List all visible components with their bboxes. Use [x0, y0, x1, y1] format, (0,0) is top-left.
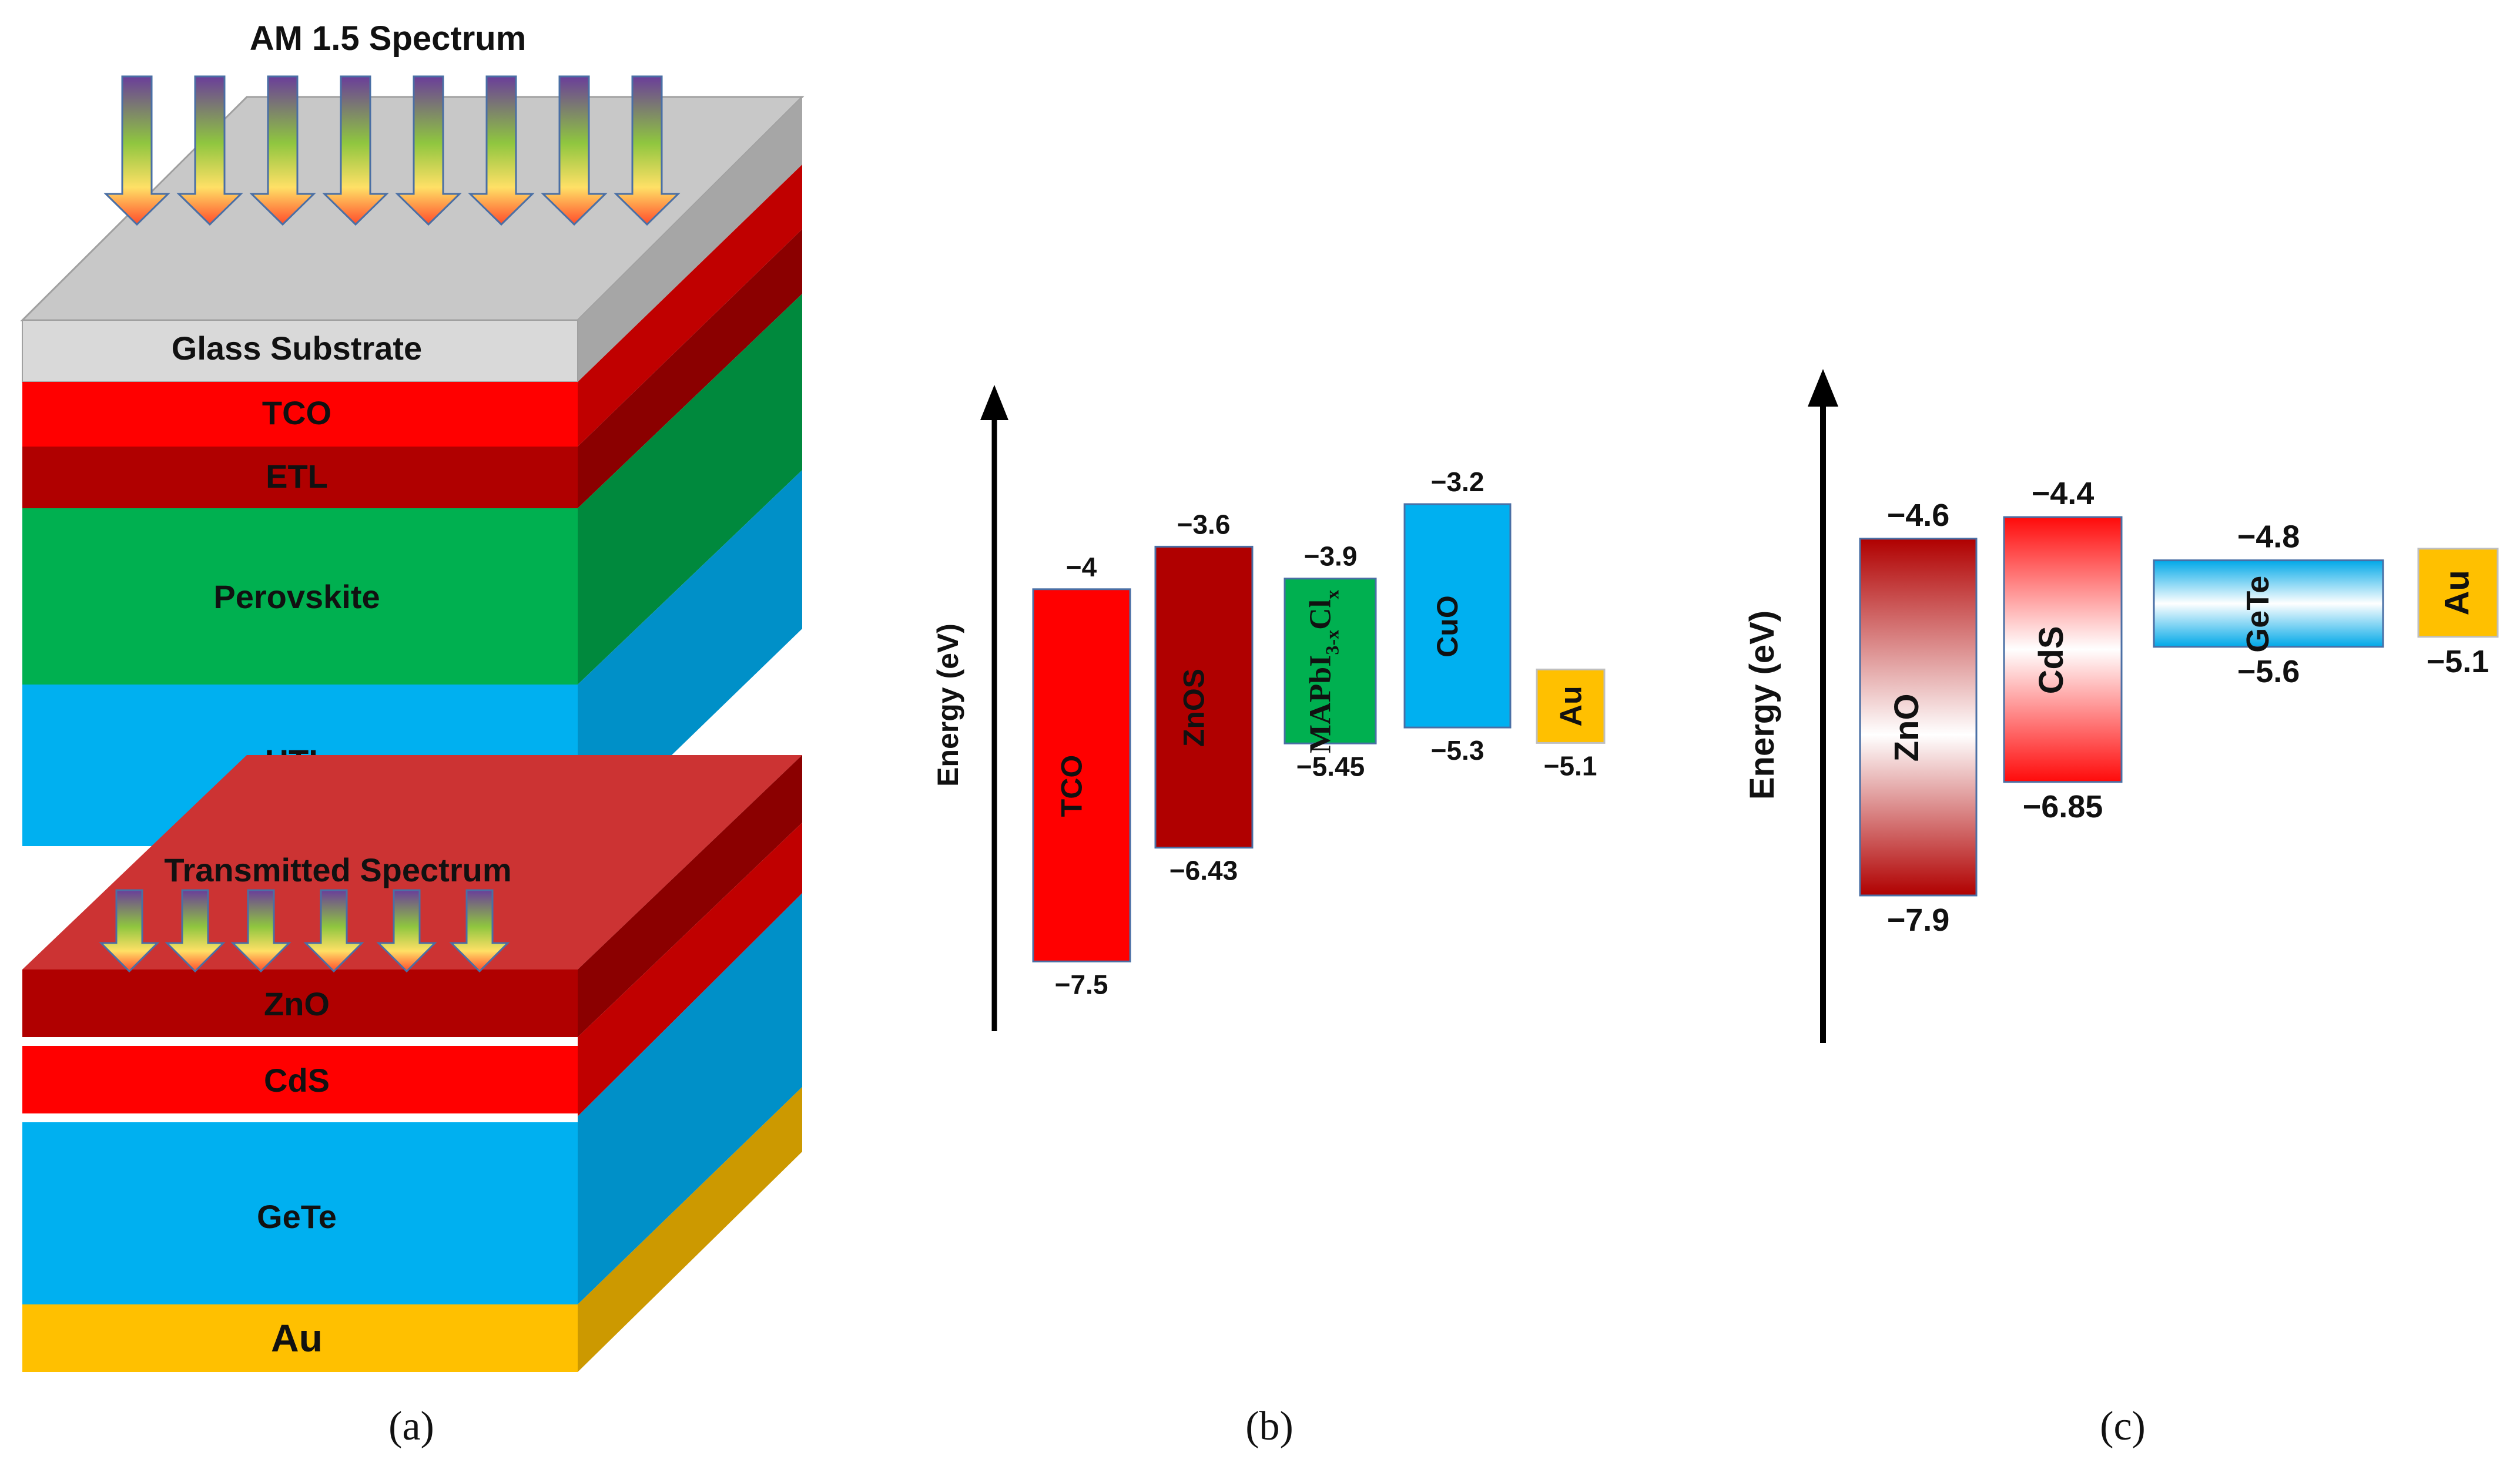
band-name-znos: ZnOS [1178, 669, 1211, 747]
band-top-label-zno: −4.6 [1887, 498, 1950, 533]
band-au [2417, 548, 2499, 638]
band-top-label-znos: −3.6 [1177, 509, 1231, 539]
perovskite-front-face [22, 508, 578, 685]
light-arrow [468, 75, 535, 226]
caption-c: (c) [2100, 1404, 2146, 1449]
light-arrow [322, 75, 389, 226]
band-level-label-au: −5.1 [2427, 644, 2489, 679]
band-top-label-perovskite: −3.9 [1304, 541, 1358, 572]
light-arrow [376, 889, 437, 973]
band-zno [1859, 538, 1978, 897]
layer-label-etl: ETL [266, 458, 328, 495]
band-znos [1154, 545, 1254, 849]
am15-label: AM 1.5 Spectrum [250, 19, 527, 58]
glass-side-face [578, 97, 802, 382]
glass-front-face [22, 320, 578, 383]
energy-axis-arrowhead [1808, 369, 1838, 407]
tco-front-face [22, 382, 578, 447]
band-bottom-label-perovskite: −5.45 [1296, 751, 1365, 781]
energy-axis-arrowhead [980, 385, 1008, 420]
light-arrow [176, 75, 243, 226]
panel-a: Glass Substrate TCO ETL Perovskite HTL Z… [20, 19, 805, 1449]
band-bottom-label-cds: −6.85 [2023, 789, 2103, 824]
caption-b: (b) [1245, 1404, 1293, 1449]
band-cuo [1403, 503, 1512, 729]
etl-side-face [578, 229, 802, 508]
band-gete [2153, 559, 2384, 648]
zno-front-face [22, 969, 578, 1037]
zno-side-face [578, 755, 802, 1037]
band-perovskite [1284, 578, 1377, 744]
band-au [1536, 668, 1606, 744]
zno-top-face [22, 755, 802, 969]
light-arrow [99, 889, 160, 973]
light-arrow [303, 889, 364, 973]
light-arrow [614, 75, 681, 226]
band-bottom-label-znos: −6.43 [1169, 856, 1238, 886]
au-front-face [22, 1304, 578, 1372]
light-arrow [449, 889, 510, 973]
light-arrow [165, 889, 226, 973]
light-arrow [230, 889, 291, 973]
transmitted-label: Transmitted Spectrum [164, 851, 511, 888]
cds-front-face [22, 1046, 578, 1113]
light-arrow [541, 75, 608, 226]
band-tco [1032, 588, 1131, 962]
htl-side-face [578, 470, 802, 846]
light-arrow [395, 75, 462, 226]
band-name-tco: TCO [1055, 755, 1088, 817]
band-bottom-label-zno: −7.9 [1887, 903, 1950, 938]
energy-axis-label-b: Energy (eV) [931, 623, 964, 787]
band-name-cuo: CuO [1431, 595, 1464, 657]
panel-c: Energy (eV) −4.6 −7.9 ZnO −4.4 −6.85 CdS… [1743, 369, 2499, 1449]
band-name-zno: ZnO [1888, 693, 1926, 761]
layer-label-cds: CdS [264, 1062, 330, 1099]
etl-front-face [22, 447, 578, 508]
layer-label-perovskite: Perovskite [213, 578, 380, 615]
energy-axis-label-c: Energy (eV) [1743, 610, 1781, 800]
band-name-au: Au [1554, 686, 1589, 726]
band-cds [2003, 516, 2123, 783]
band-top-label-cuo: −3.2 [1431, 467, 1484, 497]
tco-side-face [578, 165, 802, 447]
band-level-label-au: −5.1 [1544, 750, 1597, 781]
band-bottom-label-cuo: −5.3 [1431, 735, 1484, 766]
transmitted-arrows [99, 889, 510, 973]
band-bottom-label-tco: −7.5 [1055, 969, 1108, 999]
perovskite-side-face [578, 294, 802, 685]
gete-front-face [22, 1122, 578, 1304]
band-top-label-gete: −4.8 [2237, 519, 2300, 555]
band-bottom-label-gete: −5.6 [2237, 654, 2300, 689]
layer-label-tco: TCO [262, 394, 331, 431]
band-top-label-tco: −4 [1066, 552, 1097, 582]
caption-a: (a) [388, 1404, 434, 1449]
band-top-label-cds: −4.4 [2032, 476, 2095, 511]
layer-label-zno: ZnO [264, 985, 330, 1022]
au-side-face [578, 1087, 802, 1372]
layer-label-au: Au [271, 1316, 323, 1360]
gete-side-face [578, 893, 802, 1304]
band-name-au: Au [2438, 570, 2477, 615]
light-arrow [249, 75, 316, 226]
layer-label-gete: GeTe [257, 1198, 337, 1235]
layer-label-glass: Glass Substrate [172, 330, 422, 367]
incident-arrows [103, 75, 681, 226]
band-name-perovskite: MAPbI3-xClx [1304, 590, 1343, 753]
light-arrow [103, 75, 170, 226]
panel-b: Energy (eV) −4 −7.5 TCO −3.6 −6.43 ZnOS … [931, 385, 1606, 1449]
band-name-gete: GeTe [2240, 576, 2276, 653]
band-name-cds: CdS [2032, 626, 2070, 694]
cds-side-face [578, 823, 802, 1116]
